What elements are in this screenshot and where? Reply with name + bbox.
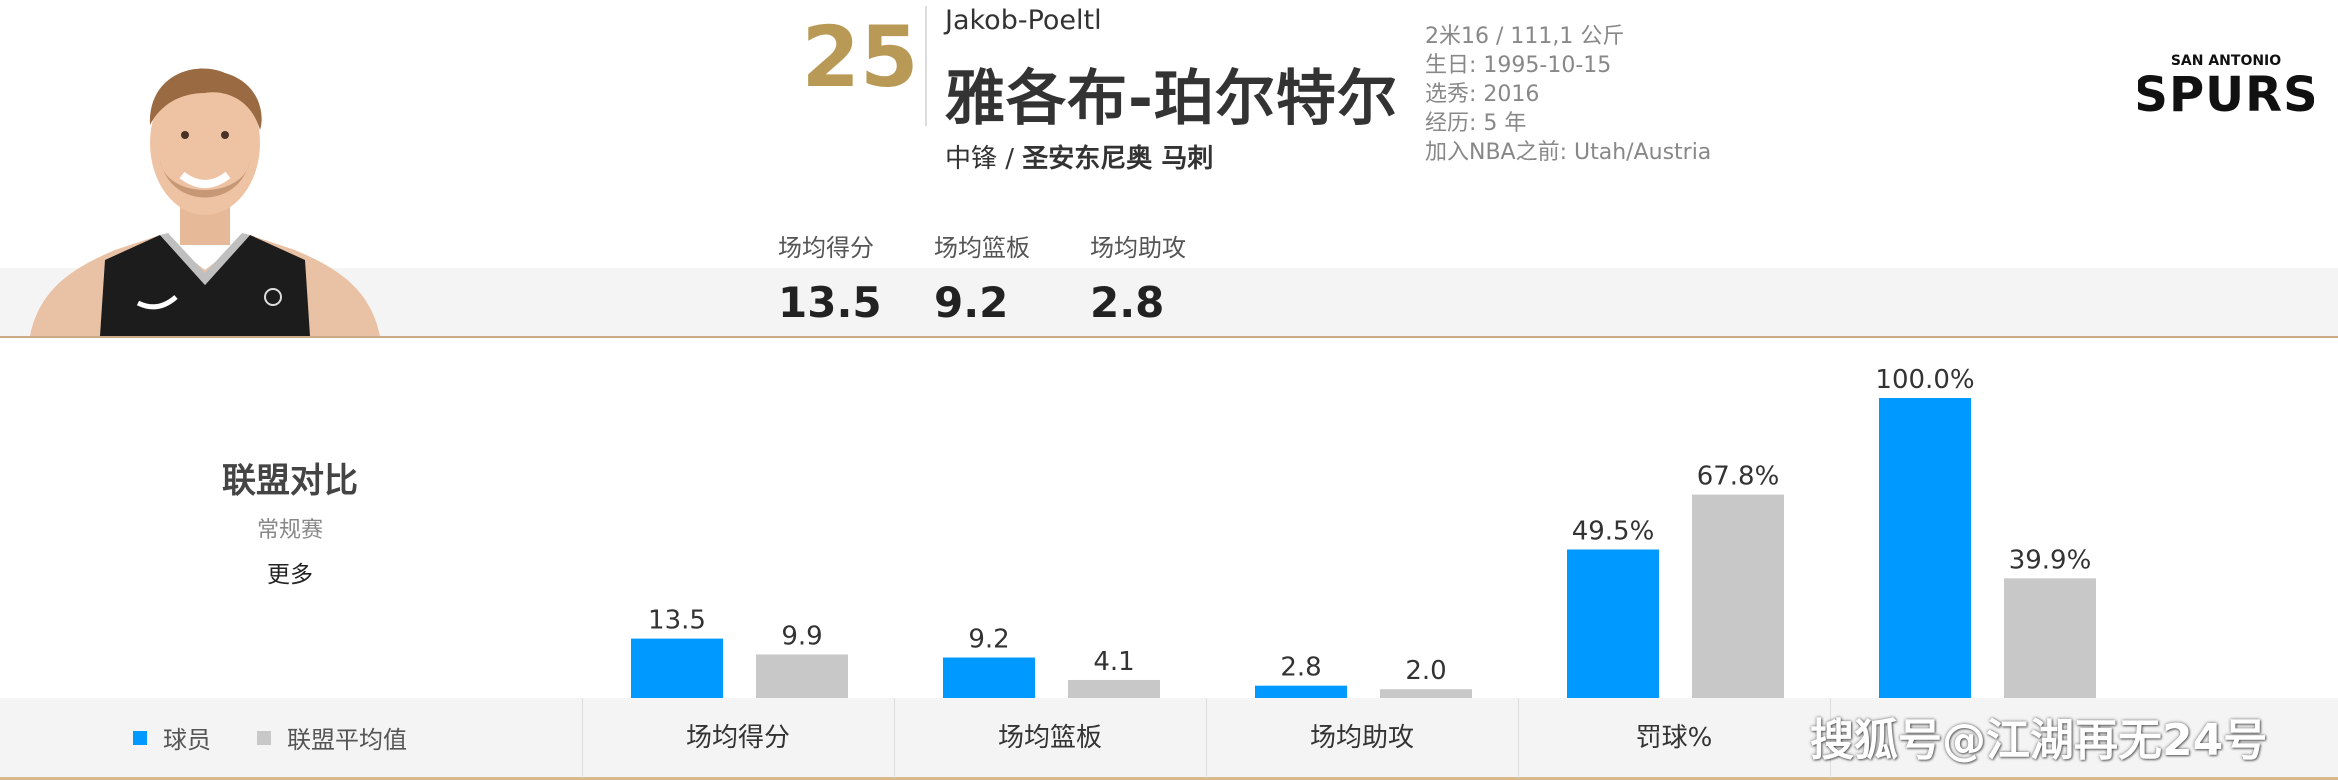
- more-link[interactable]: 更多: [267, 562, 313, 588]
- player-bar-0: [631, 638, 723, 698]
- player-bar-3: [1567, 549, 1659, 698]
- player-bar-2: [1255, 685, 1347, 698]
- stat-value-rebounds: 9.2: [934, 278, 1009, 327]
- stat-value-assists: 2.8: [1090, 278, 1165, 327]
- team-link[interactable]: 圣安东尼奥 马刺: [1022, 144, 1214, 174]
- league-value-label-0: 9.9: [781, 621, 822, 651]
- category-rebounds[interactable]: 场均篮板: [997, 723, 1102, 753]
- position: 中锋 /: [945, 144, 1015, 174]
- player-value-label-0: 13.5: [648, 606, 706, 636]
- stat-label-points: 场均得分: [778, 234, 874, 262]
- header-divider: [0, 336, 2338, 338]
- info-height-weight: 2米16 / 111,1 公斤: [1425, 24, 1625, 49]
- bottom-divider: [0, 777, 2338, 780]
- category-assists[interactable]: 场均助攻: [1309, 723, 1414, 753]
- league-bar-4: [2004, 578, 2096, 698]
- player-value-label-1: 9.2: [968, 625, 1009, 655]
- legend-league-label: 联盟平均值: [287, 726, 407, 754]
- player-value-label-4: 100.0%: [1875, 365, 1974, 395]
- category-bar: [0, 698, 2338, 778]
- stat-label-assists: 场均助攻: [1090, 234, 1186, 262]
- league-bar-3: [1692, 494, 1784, 698]
- info-birthday: 生日: 1995-10-15: [1425, 53, 1612, 78]
- stat-label-rebounds: 场均篮板: [934, 234, 1030, 262]
- stats-band: [0, 268, 2338, 336]
- svg-text:SPURS: SPURS: [2138, 67, 2314, 123]
- player-bar-4: [1879, 398, 1971, 698]
- category-divider: [1518, 698, 1519, 778]
- league-value-label-4: 39.9%: [2009, 545, 2092, 575]
- info-prior: 加入NBA之前: Utah/Austria: [1425, 140, 1712, 165]
- category-divider: [894, 698, 895, 778]
- category-ft-pct[interactable]: 罚球%: [1635, 723, 1713, 753]
- player-photo: [30, 68, 380, 336]
- category-divider: [582, 698, 583, 778]
- player-bar-1: [943, 657, 1035, 698]
- legend-player-swatch: [133, 731, 147, 745]
- category-points[interactable]: 场均得分: [685, 723, 790, 753]
- watermark: 搜狐号@江湖再无24号: [1810, 715, 2268, 766]
- league-bar-2: [1380, 689, 1472, 698]
- league-value-label-3: 67.8%: [1697, 462, 1780, 492]
- league-bar-1: [1068, 679, 1160, 698]
- jersey-divider: [925, 6, 927, 126]
- season-type-toggle[interactable]: 常规赛: [256, 518, 323, 543]
- player-name-cn: 雅各布-珀尔特尔: [945, 64, 1398, 134]
- category-divider: [1206, 698, 1207, 778]
- comparison-title: 联盟对比: [222, 461, 358, 501]
- league-bar-0: [756, 654, 848, 698]
- player-value-label-3: 49.5%: [1572, 517, 1655, 547]
- league-value-label-2: 2.0: [1405, 656, 1446, 686]
- info-draft: 选秀: 2016: [1425, 82, 1540, 107]
- league-value-label-1: 4.1: [1093, 647, 1134, 677]
- player-name-en: Jakob-Poeltl: [945, 5, 1102, 36]
- info-experience: 经历: 5 年: [1425, 111, 1527, 136]
- stat-value-points: 13.5: [778, 278, 882, 327]
- category-divider: [1830, 698, 1831, 778]
- spurs-logo: SAN ANTONIO SPURS: [2138, 53, 2314, 123]
- legend-league-swatch: [257, 731, 271, 745]
- position-team: 中锋 / 圣安东尼奥 马刺: [945, 138, 1213, 175]
- comparison-chart: 13.5 9.9 9.2 4.1 2.8 2.0 49.5% 67.8% 100.0% 39.9%: [631, 365, 2096, 698]
- svg-text:SAN ANTONIO: SAN ANTONIO: [2171, 53, 2281, 69]
- legend-player-label: 球员: [163, 726, 211, 754]
- jersey-number: 25: [801, 8, 919, 106]
- player-value-label-2: 2.8: [1280, 653, 1321, 683]
